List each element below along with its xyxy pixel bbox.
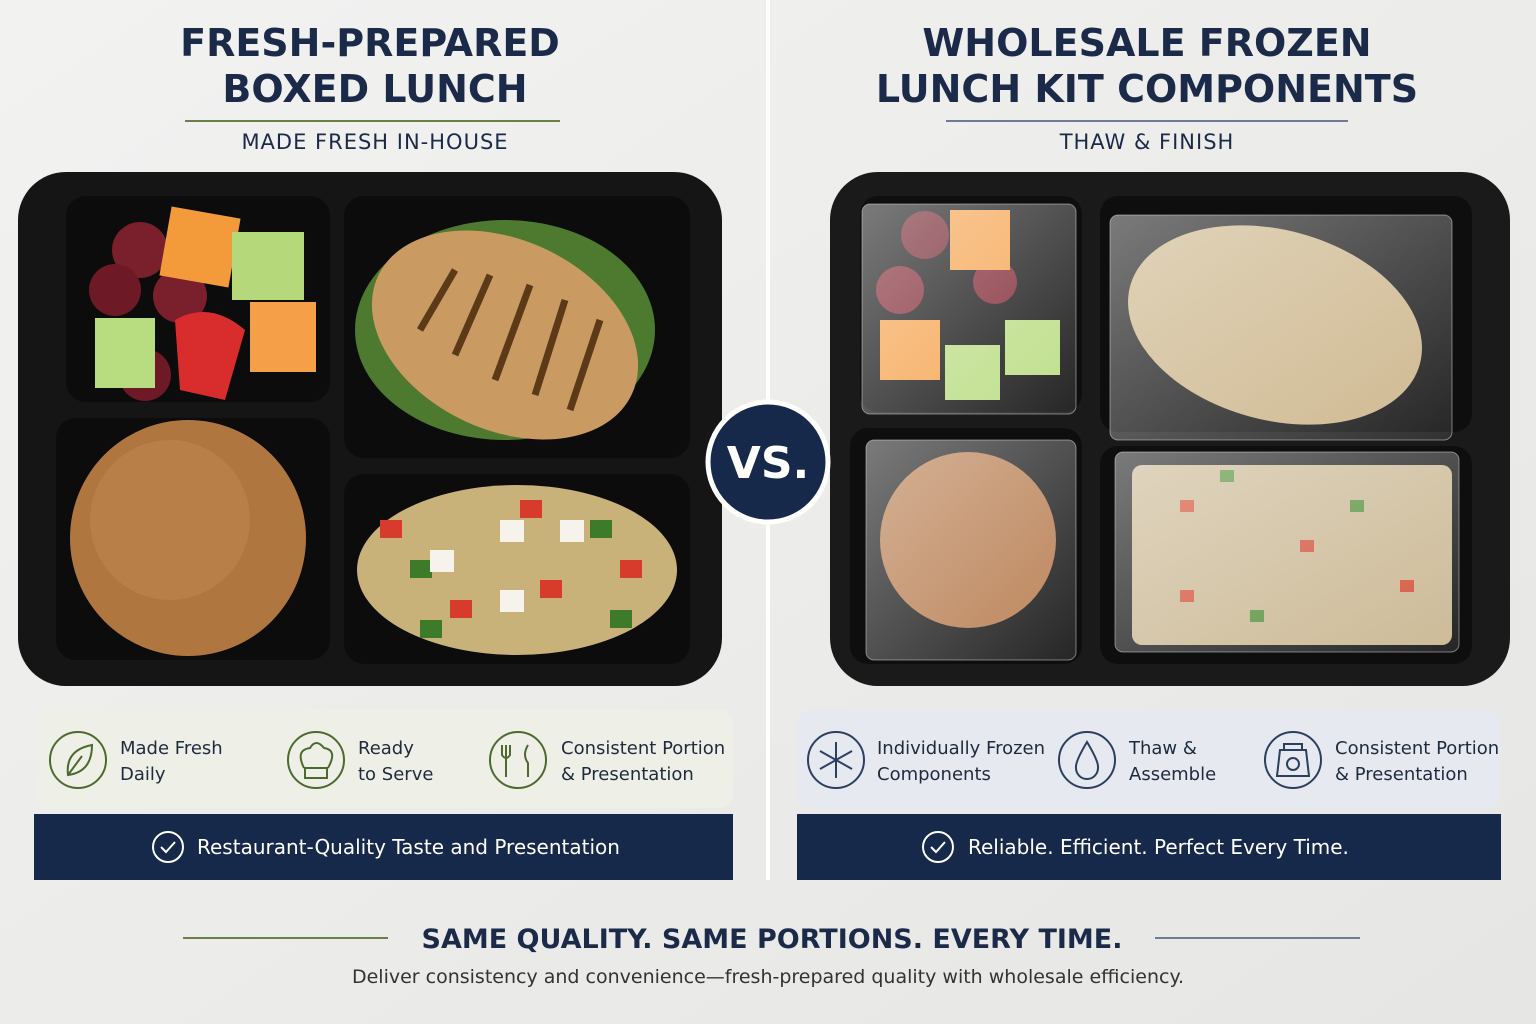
icons [49, 731, 547, 789]
footer-headline: SAME QUALITY. SAME PORTIONS. EVERY TIME. [422, 924, 1123, 955]
features-box [35, 710, 733, 808]
vs-badge [705, 399, 831, 525]
banner [34, 814, 733, 880]
right-panel: WHOLESALE FROZEN LUNCH KIT COMPONENTS TH… [797, 21, 1510, 880]
title: WHOLESALE FROZEN [922, 21, 1371, 65]
title: BOXED LUNCH [222, 67, 527, 111]
feature-label: Daily [120, 764, 166, 785]
vs-text: VS. [727, 438, 809, 489]
check-icon [930, 841, 946, 854]
feature-label: to Serve [358, 764, 433, 785]
banner [797, 814, 1501, 880]
title: LUNCH KIT COMPONENTS [876, 67, 1418, 111]
subtitle: MADE FRESH IN-HOUSE [241, 130, 508, 154]
check-icon [922, 831, 954, 863]
feature-label: Consistent Portion [561, 738, 725, 759]
feature-label: & Presentation [1335, 764, 1468, 785]
feature-label: Consistent Portion [1335, 738, 1499, 759]
left-panel: FRESH-PREPARED BOXED LUNCH MADE FRESH IN… [18, 21, 733, 880]
icons [807, 731, 1322, 789]
title: FRESH-PREPARED [180, 21, 560, 65]
feature-label: Made Fresh [120, 738, 223, 759]
feature-label: Thaw & [1128, 738, 1197, 759]
feature-label: Components [877, 764, 991, 785]
footer-text: Deliver consistency and convenience—fres… [352, 966, 1184, 988]
tray [18, 172, 722, 686]
tray [830, 172, 1510, 686]
subtitle: THAW & FINISH [1059, 130, 1235, 154]
features-box [797, 710, 1500, 808]
check-icon [160, 841, 176, 854]
feature-label: & Presentation [561, 764, 694, 785]
check-icon [152, 831, 184, 863]
banner-text: Reliable. Efficient. Perfect Every Time. [968, 835, 1349, 859]
feature-label: Individually Frozen [877, 738, 1045, 759]
banner-text: Restaurant-Quality Taste and Presentatio… [197, 835, 620, 859]
feature-label: Assemble [1129, 764, 1216, 785]
feature-label: Ready [358, 738, 414, 759]
